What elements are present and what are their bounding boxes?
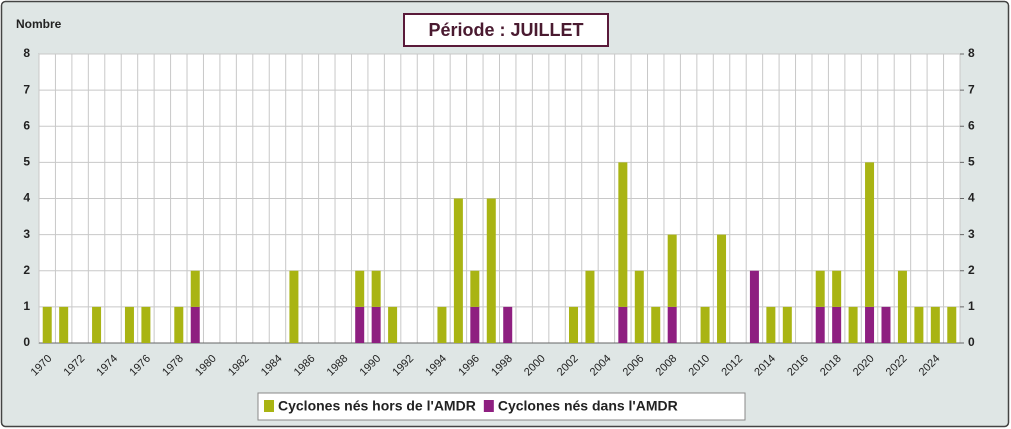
y-tick-label: 5	[23, 155, 30, 169]
y-axis-label: Nombre	[16, 17, 62, 31]
bar-segment	[865, 162, 875, 307]
bar-segment	[585, 270, 595, 343]
bar-segment	[355, 270, 365, 307]
bar-segment	[618, 162, 628, 307]
bar-segment	[897, 270, 907, 343]
bar-segment	[470, 270, 480, 307]
bar-segment	[914, 306, 924, 343]
bar-segment	[832, 270, 842, 307]
bar-segment	[749, 270, 759, 343]
bar-segment	[766, 306, 776, 343]
bar-segment	[569, 306, 579, 343]
bar-segment	[865, 306, 875, 343]
y2-tick-label: 3	[968, 227, 975, 241]
bar-segment	[355, 306, 365, 343]
y2-tick-label: 5	[968, 155, 975, 169]
bar-segment	[717, 234, 727, 343]
y2-tick-label: 2	[968, 263, 975, 277]
bar-segment	[371, 306, 381, 343]
legend-swatch	[264, 400, 274, 412]
legend-label: Cyclones nés dans l'AMDR	[498, 398, 678, 414]
bar-segment	[42, 306, 52, 343]
y-tick-label: 3	[23, 227, 30, 241]
legend-box	[257, 392, 746, 421]
y2-tick-label: 0	[968, 335, 975, 349]
y-tick-label: 4	[23, 191, 30, 205]
y2-tick-label: 8	[968, 46, 975, 60]
legend-label: Cyclones nés hors de l'AMDR	[278, 398, 476, 414]
bar-segment	[634, 270, 644, 343]
bar-segment	[700, 306, 710, 343]
y2-tick-label: 6	[968, 118, 975, 132]
bar-segment	[141, 306, 151, 343]
bar-segment	[453, 198, 463, 343]
bar-segment	[388, 306, 398, 343]
bar-segment	[470, 306, 480, 343]
title-box	[403, 13, 609, 47]
bar-segment	[667, 306, 677, 343]
y-tick-label: 1	[23, 299, 30, 313]
y2-tick-label: 1	[968, 299, 975, 313]
y-tick-label: 6	[23, 118, 30, 132]
bar-segment	[815, 306, 825, 343]
bar-segment	[947, 306, 957, 343]
bar-segment	[782, 306, 792, 343]
bar-segment	[174, 306, 184, 343]
y-tick-label: 2	[23, 263, 30, 277]
bar-segment	[59, 306, 69, 343]
bar-segment	[190, 270, 200, 307]
bar-segment	[503, 306, 513, 343]
bar-segment	[289, 270, 299, 343]
bar-segment	[848, 306, 858, 343]
y2-tick-label: 4	[968, 191, 975, 205]
y-tick-label: 7	[23, 82, 30, 96]
y-tick-label: 8	[23, 46, 30, 60]
chart-title: Période : JUILLET	[428, 20, 583, 40]
bar-segment	[815, 270, 825, 307]
bar-segment	[651, 306, 661, 343]
bar-segment	[486, 198, 496, 343]
bar-segment	[371, 270, 381, 307]
bar-segment	[667, 234, 677, 307]
bar-segment	[881, 306, 891, 343]
bar-segment	[124, 306, 134, 343]
bar-segment	[437, 306, 447, 343]
bar-segment	[832, 306, 842, 343]
bar-segment	[618, 306, 628, 343]
y2-tick-label: 7	[968, 82, 975, 96]
bar-segment	[930, 306, 940, 343]
legend-swatch	[483, 400, 494, 412]
bar-segment	[190, 306, 200, 343]
y-tick-label: 0	[23, 335, 30, 349]
bar-segment	[92, 306, 102, 343]
